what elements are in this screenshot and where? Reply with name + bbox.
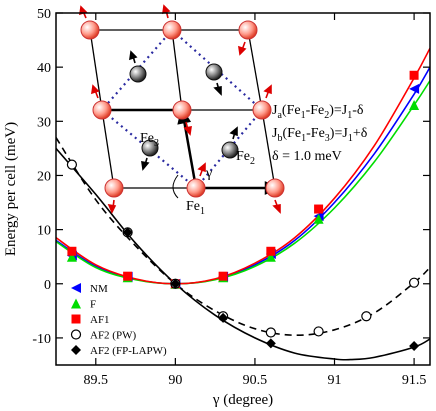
- se-atoms: [129, 63, 239, 159]
- coupling-annotations: Ja(Fe1-Fe2)=J1-δ Jb(Fe1-Fe3)=J1+δ δ = 1.…: [272, 103, 368, 164]
- legend-label-nm: NM: [90, 283, 108, 295]
- legend-marker-nm: [71, 283, 81, 293]
- data-point-af1: [218, 271, 228, 281]
- data-point-f: [313, 213, 324, 224]
- ja-formula: Ja(Fe1-Fe2)=J1-δ: [272, 103, 364, 121]
- fe-atoms: [80, 20, 285, 198]
- x-tick-label: 90.5: [243, 373, 268, 388]
- gamma-angle-arc: [172, 174, 179, 199]
- fit-curves: [56, 47, 430, 361]
- y-tick-label: 10: [37, 224, 51, 239]
- legend-marker-f: [71, 298, 81, 309]
- series-curve-af2-pw: [56, 137, 430, 337]
- jb-formula: Jb(Fe1-Fe3)=J1+δ: [272, 126, 368, 144]
- data-point-af2-fp-lapw: [265, 338, 276, 349]
- data-point-f: [409, 100, 420, 111]
- data-point-f: [265, 251, 276, 262]
- data-point-af2-pw: [313, 326, 324, 337]
- data-point-af1: [123, 271, 133, 281]
- x-tick-label: 90: [168, 373, 182, 388]
- legend: NM F AF1 AF2 (PW) AF2 (FP-LAPW): [70, 283, 167, 357]
- data-point-af2-fp-lapw: [122, 227, 133, 238]
- y-tick-label: 50: [37, 7, 51, 22]
- x-tick-label: 89.5: [84, 373, 109, 388]
- legend-label-f: F: [90, 299, 96, 311]
- y-tick-label: 20: [37, 169, 51, 184]
- fe2-label: Fe2: [236, 149, 255, 167]
- data-point-af2-pw: [408, 277, 420, 288]
- data-point-af2-pw: [66, 159, 78, 170]
- data-point-af1: [314, 204, 324, 214]
- fe1-label: Fe1: [186, 199, 205, 217]
- delta-value: δ = 1.0 meV: [272, 149, 342, 164]
- legend-marker-af1: [71, 314, 81, 324]
- spin-arrows: [79, 4, 281, 214]
- fe3-label: Fe3: [140, 131, 159, 149]
- legend-label-af2-pw: AF2 (PW): [90, 330, 136, 342]
- data-point-af2-pw: [361, 311, 372, 322]
- data-point-af2-fp-lapw: [218, 312, 229, 323]
- se-spin-arrows: [129, 50, 238, 171]
- data-point-af1: [67, 246, 77, 256]
- data-point-af2-fp-lapw: [170, 278, 181, 289]
- series-curve-af2-fp-lapw: [56, 147, 430, 361]
- data-point-f: [66, 251, 77, 262]
- y-tick-label: -10: [32, 332, 51, 347]
- legend-marker-af2-fp-lapw: [71, 345, 81, 355]
- gamma-label: γ: [205, 166, 212, 181]
- y-tick-label: 30: [37, 115, 51, 130]
- x-tick-label: 91.5: [402, 373, 427, 388]
- axis-tick-labels: 89.5 90 90.5 91 91.5 -10 0 10 20 30 40 50: [32, 7, 426, 388]
- legend-marker-af2-pw: [70, 329, 82, 340]
- plot-frame: [55, 12, 431, 366]
- legend-label-af2-fp-lapw: AF2 (FP-LAPW): [90, 345, 167, 357]
- lattice-cell-lines: [89, 29, 276, 189]
- y-tick-label: 0: [44, 278, 51, 293]
- y-axis-title: Energy per cell (meV): [3, 122, 19, 256]
- data-point-af2-fp-lapw: [409, 341, 420, 352]
- data-point-af1: [409, 70, 419, 80]
- lattice-inset: Fe1 Fe2 Fe3 γ: [79, 4, 285, 217]
- axis-ticks: [56, 12, 430, 365]
- legend-label-af1: AF1: [90, 314, 110, 326]
- data-point-af2-pw: [265, 327, 276, 338]
- x-tick-label: 91: [328, 373, 342, 388]
- series-curve-af1: [56, 47, 430, 285]
- y-tick-label: 40: [37, 61, 51, 76]
- data-point-af1: [266, 246, 276, 256]
- x-axis-title: γ (degree): [212, 392, 273, 408]
- data-point-nm: [409, 83, 420, 94]
- data-markers: [66, 70, 420, 352]
